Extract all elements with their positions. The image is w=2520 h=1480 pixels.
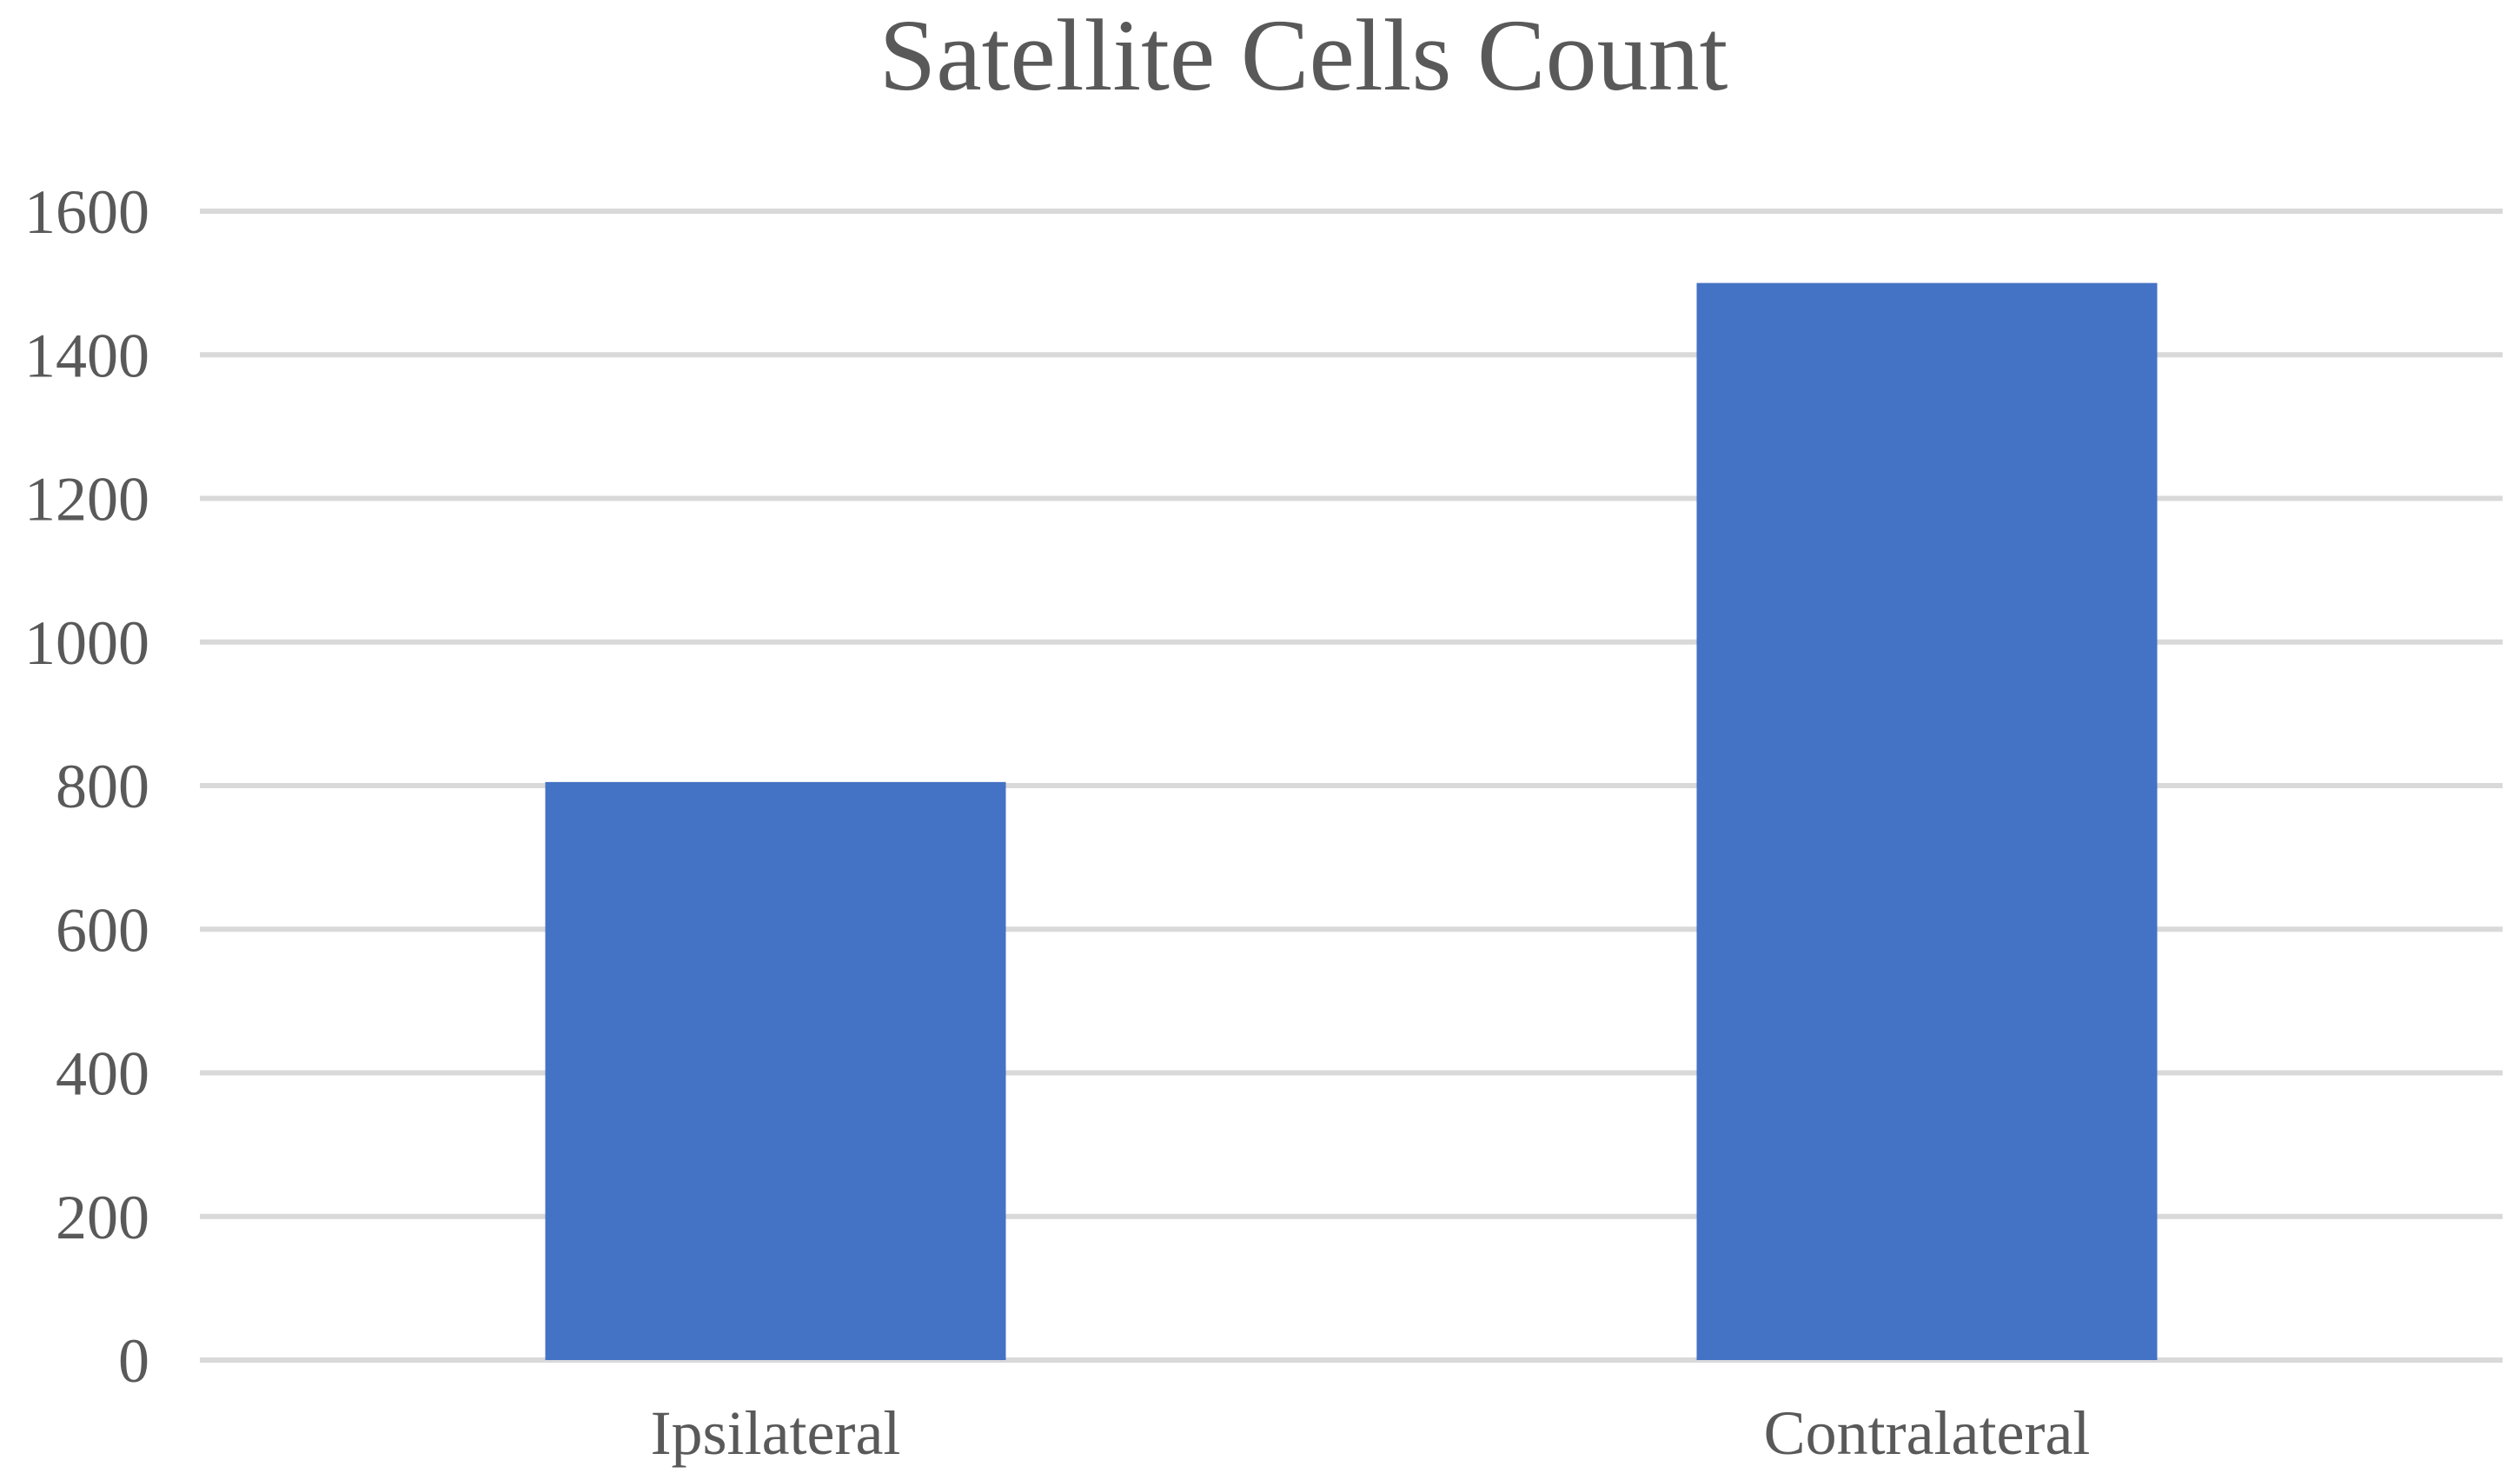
bars	[545, 282, 2158, 1360]
x-category-label-ipsilateral: Ipsilateral	[651, 1398, 901, 1468]
y-tick-label-1000: 1000	[24, 608, 149, 678]
y-tick-label-200: 200	[56, 1183, 149, 1252]
y-axis-tick-labels: 0 200 400 600 800 1000 1200 1400 1600	[24, 177, 149, 1396]
y-tick-label-600: 600	[56, 895, 149, 965]
bar-contralateral	[1696, 282, 2158, 1360]
y-tick-label-400: 400	[56, 1039, 149, 1109]
x-axis-category-labels: Ipsilateral Contralateral	[651, 1398, 2091, 1468]
x-category-label-contralateral: Contralateral	[1764, 1398, 2091, 1468]
y-tick-label-1400: 1400	[24, 321, 149, 390]
chart-title: Satellite Cells Count	[879, 0, 1728, 112]
y-tick-label-1200: 1200	[24, 465, 149, 534]
bar-ipsilateral	[545, 781, 1006, 1360]
y-tick-label-0: 0	[118, 1326, 149, 1396]
y-tick-label-1600: 1600	[24, 177, 149, 247]
y-tick-label-800: 800	[56, 752, 149, 821]
